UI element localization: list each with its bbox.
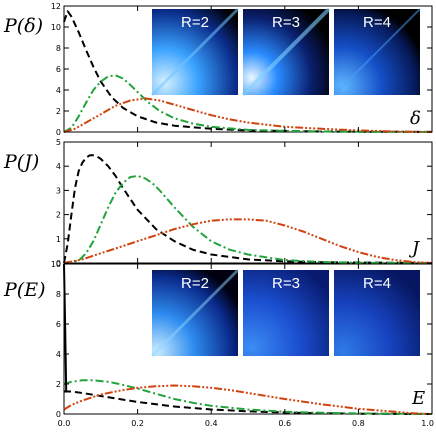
inset-delta-r3-ridge (241, 7, 331, 97)
panel-j-frame (63, 141, 433, 264)
panel-e-insets: R=2 R=3 R=4 (150, 268, 420, 358)
panel-e-corner-label: E (411, 388, 425, 409)
series-line-black-dashed-1-0 (63, 154, 433, 264)
inset-e-label-r2: R=2 (181, 275, 209, 292)
inset-delta-label-r2: R=2 (181, 14, 209, 31)
panel-j-corner-label: J (408, 238, 421, 259)
series-line-black-dashed-0-0 (63, 10, 433, 133)
panel-e-ticks: 0 2 4 6 8 10 0.0 0.2 0.4 0.6 0.8 1.0 (51, 260, 434, 428)
inset-delta-r4-ridge (333, 8, 421, 96)
series-line-red-dash-dot-dot-dot-1-2 (63, 218, 433, 264)
series-line-red-dash-dot-dot-dot-2-2 (63, 384, 433, 415)
series-line-green-dash-dot-1-1 (63, 174, 433, 264)
panel-e-frame (63, 263, 433, 415)
series-line-green-dash-dot-0-1 (63, 74, 433, 133)
inset-delta-label-r4: R=4 (363, 14, 391, 31)
y-tick-label: 2 (56, 107, 61, 116)
panel-e: 0 2 4 6 8 10 0.0 0.2 0.4 0.6 0.8 1.0 R=2 R=3 R=4 P(… (3, 260, 434, 428)
inset-delta-label-r3: R=3 (272, 14, 300, 31)
panel-delta-corner-label: δ (410, 108, 421, 129)
x-tick-label: 0.0 (58, 419, 71, 428)
inset-e-r3 (243, 270, 329, 356)
inset-e-label-r3: R=3 (272, 275, 300, 292)
y-tick-label: 8 (56, 290, 61, 299)
y-tick-label: 0 (56, 259, 61, 268)
panel-delta-ylabel: P(δ) (3, 15, 43, 37)
y-tick-label: 2 (56, 211, 61, 220)
y-tick-label: 4 (56, 86, 61, 95)
panel-j-ticks: 0 1 2 3 4 5 (56, 138, 433, 268)
inset-e-label-r4: R=4 (363, 275, 391, 292)
y-tick-label: 6 (56, 320, 61, 329)
y-tick-label: 0 (56, 128, 61, 137)
panel-delta-ticks: 0 2 4 6 8 10 12 (51, 2, 433, 137)
x-tick-label: 0.2 (131, 419, 144, 428)
panel-e-ylabel: P(E) (3, 279, 45, 301)
y-tick-label: 1 (56, 235, 61, 244)
x-tick-label: 0.8 (352, 419, 365, 428)
series-line-red-dash-dot-dot-dot-0-2 (63, 97, 433, 133)
panel-j: 0 1 2 3 4 5 P(J) J (3, 138, 433, 268)
x-tick-label: 1.0 (421, 419, 434, 428)
y-tick-label: 5 (56, 138, 61, 147)
y-tick-label: 10 (51, 260, 61, 269)
y-tick-label: 12 (51, 2, 61, 11)
y-tick-label: 2 (56, 380, 61, 389)
x-tick-label: 0.6 (278, 419, 291, 428)
series-line-green-dash-dot-2-1 (63, 379, 433, 415)
panel-delta: 0 2 4 6 8 10 12 R=2 R=3 R=4 P(δ) δ (3, 2, 433, 137)
y-tick-label: 10 (51, 23, 61, 32)
inset-e-r2-ridge (150, 268, 240, 358)
y-tick-label: 4 (56, 350, 61, 359)
inset-e-r4 (334, 270, 420, 356)
panel-delta-curves (63, 10, 433, 133)
panel-j-ylabel: P(J) (3, 151, 39, 173)
y-tick-label: 8 (56, 44, 61, 53)
panel-j-curves (63, 154, 433, 264)
y-tick-label: 4 (56, 162, 61, 171)
panel-delta-insets: R=2 R=3 R=4 (150, 7, 421, 97)
inset-delta-r2-ridge (150, 7, 240, 97)
x-tick-label: 0.4 (205, 419, 218, 428)
y-tick-label: 6 (56, 65, 61, 74)
y-tick-label: 3 (56, 186, 61, 195)
y-tick-label: 0 (56, 410, 61, 419)
